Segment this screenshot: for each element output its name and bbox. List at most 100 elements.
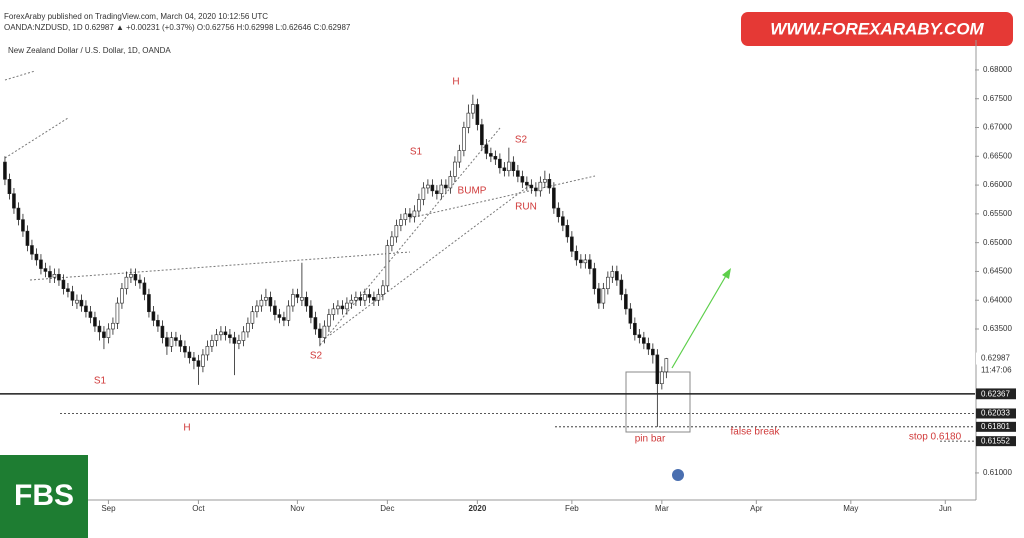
candle-body	[345, 302, 349, 310]
candle-body	[309, 305, 313, 318]
candle-body	[664, 358, 669, 373]
candle-body	[120, 288, 124, 304]
candle-body	[421, 187, 426, 200]
candle-body	[66, 288, 70, 292]
candle-body	[277, 314, 282, 318]
candle-body	[583, 259, 588, 264]
candle-body	[205, 345, 210, 356]
candle-body	[525, 181, 529, 186]
candle-body	[3, 161, 7, 180]
candle-body	[259, 299, 264, 307]
candle-body	[156, 320, 160, 327]
candle-body	[453, 161, 457, 177]
candle-body	[556, 207, 561, 218]
candle-body	[214, 334, 219, 341]
y-tick-label: 0.67000	[983, 123, 1012, 132]
candle-body	[340, 305, 345, 310]
x-tick-label: 2020	[468, 504, 486, 513]
y-tick-label: 0.67500	[983, 94, 1012, 103]
candle-body	[349, 299, 354, 304]
last-price: 0.62987	[981, 354, 1010, 363]
candle-body	[187, 351, 192, 359]
candle-body	[57, 274, 61, 281]
candle-body	[21, 219, 25, 232]
countdown: 11:47:06	[981, 366, 1012, 375]
candle-body	[448, 176, 453, 189]
candle-body	[241, 331, 246, 341]
candle-body	[16, 207, 21, 220]
level-label: 0.61801	[981, 422, 1010, 431]
candle-body	[88, 311, 93, 318]
candle-body	[196, 360, 201, 367]
x-tick-label: Nov	[290, 504, 304, 513]
candle-body	[25, 230, 30, 246]
candle-body	[178, 340, 183, 347]
candle-body	[408, 213, 412, 218]
candle-body	[282, 317, 286, 321]
candle-body	[480, 124, 484, 146]
candle-body	[376, 294, 381, 301]
candle-body	[543, 179, 547, 183]
level-box	[976, 421, 1016, 432]
brand-box	[741, 12, 1013, 46]
candle-body	[102, 331, 106, 338]
event-icon	[672, 469, 684, 481]
logo: FBS	[14, 479, 74, 512]
candle-body	[426, 184, 430, 189]
candle-body	[147, 294, 151, 313]
candle-body	[237, 340, 241, 344]
candle-body	[655, 354, 660, 385]
candle-body	[390, 236, 394, 246]
candle-body	[579, 259, 583, 264]
candle-body	[646, 343, 651, 350]
candle-body	[462, 127, 466, 151]
candle-body	[435, 190, 439, 195]
candle-body	[246, 322, 250, 333]
annotation: BUMP	[458, 186, 487, 197]
candle-body	[174, 337, 178, 341]
candle-body	[381, 285, 385, 295]
logo-box	[0, 455, 88, 538]
candle-body	[561, 216, 565, 226]
candle-body	[363, 294, 367, 301]
candle-body	[322, 325, 327, 338]
candle-body	[592, 268, 597, 290]
candle-body	[628, 308, 633, 324]
candle-body	[417, 199, 421, 212]
candle-body	[228, 334, 232, 338]
candle-body	[430, 184, 435, 192]
candle-body	[475, 104, 480, 125]
candle-body	[439, 184, 444, 195]
candle-body	[516, 170, 520, 177]
y-tick-label: 0.64000	[983, 295, 1012, 304]
candle-body	[30, 245, 34, 255]
x-tick-label: Apr	[750, 504, 763, 513]
candle-body	[633, 322, 637, 336]
candle-body	[223, 331, 228, 336]
candle-body	[642, 337, 646, 344]
candle-body	[498, 158, 502, 169]
candle-body	[264, 297, 268, 301]
candle-body	[12, 193, 16, 209]
annotation: pin bar	[635, 434, 666, 445]
brand: WWW.FOREXARABY.COM	[770, 19, 984, 38]
candle-body	[507, 161, 511, 171]
candle-body	[219, 331, 223, 336]
candle-body	[358, 297, 363, 301]
candle-body	[466, 112, 471, 128]
candle-body	[133, 274, 138, 281]
level-label: 0.61552	[981, 436, 1010, 445]
candle-body	[210, 340, 214, 347]
candle-body	[295, 294, 300, 298]
candle-body	[255, 305, 259, 313]
x-tick-label: Oct	[192, 504, 205, 513]
level-box	[976, 389, 1016, 400]
candle-body	[538, 181, 543, 192]
candle-body	[493, 155, 498, 160]
candle-body	[354, 297, 358, 301]
candle-body	[394, 225, 399, 238]
candle-body	[574, 250, 579, 261]
candle-body	[651, 348, 655, 356]
candle-body	[142, 282, 147, 295]
y-tick-label: 0.61000	[983, 468, 1012, 477]
